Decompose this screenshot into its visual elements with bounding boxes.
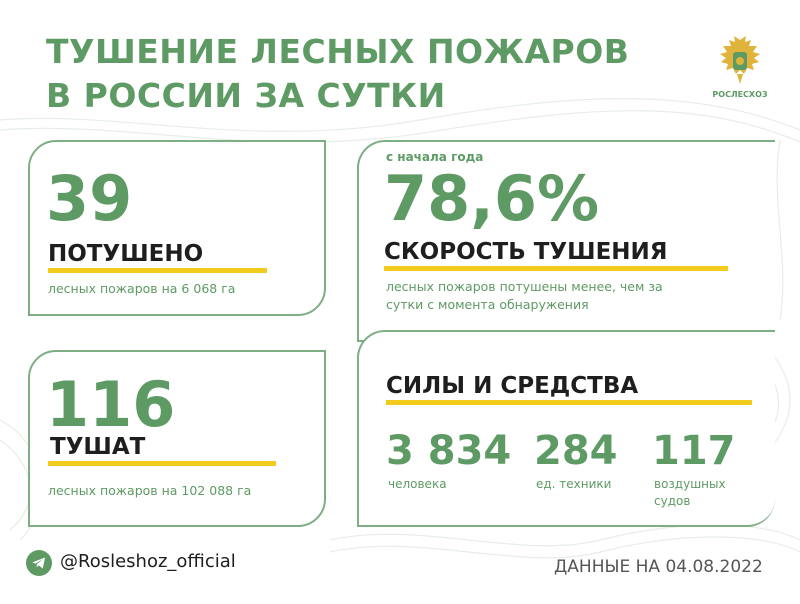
logo-caption: РОСЛЕСХОЗ (712, 90, 768, 99)
title-line-2: В РОССИИ ЗА СУТКИ (46, 76, 446, 115)
speed-note-line-1: лесных пожаров потушены менее, чем за (386, 279, 663, 294)
speed-label: СКОРОСТЬ ТУШЕНИЯ (384, 239, 668, 265)
telegram-icon[interactable] (26, 550, 52, 576)
burning-note: лесных пожаров на 102 088 га (48, 483, 252, 498)
speed-underline (384, 266, 728, 271)
people-count: 3 834 (386, 428, 512, 474)
equipment-label: ед. техники (536, 477, 612, 491)
burning-label: ТУШАТ (50, 434, 146, 460)
forces-underline (386, 400, 752, 405)
burning-card (28, 350, 326, 527)
extinguished-note: лесных пожаров на 6 068 га (48, 281, 236, 296)
aircraft-label-line-2: судов (654, 494, 691, 508)
forces-card (357, 330, 775, 527)
speed-note: лесных пожаров потушены менее, чем за су… (386, 278, 663, 314)
burning-underline (48, 461, 276, 466)
forces-label: СИЛЫ И СРЕДСТВА (386, 373, 639, 399)
burning-count: 116 (46, 368, 176, 441)
rosleshoz-logo: РОСЛЕСХОЗ (700, 34, 780, 104)
people-label: человека (388, 477, 447, 491)
aircraft-count: 117 (652, 428, 736, 474)
telegram-handle-link[interactable]: @Rosleshoz_official (60, 551, 236, 572)
page-title: ТУШЕНИЕ ЛЕСНЫХ ПОЖАРОВ В РОССИИ ЗА СУТКИ (46, 30, 629, 118)
aircraft-label: воздушных судов (654, 476, 726, 510)
extinguished-underline (48, 268, 267, 273)
speed-value: 78,6% (384, 162, 600, 235)
extinguished-card (28, 140, 326, 316)
data-date: ДАННЫЕ НА 04.08.2022 (554, 557, 763, 577)
extinguished-label: ПОТУШЕНО (48, 241, 204, 267)
speed-note-line-2: сутки с момента обнаружения (386, 297, 589, 312)
equipment-count: 284 (534, 428, 618, 474)
title-line-1: ТУШЕНИЕ ЛЕСНЫХ ПОЖАРОВ (46, 32, 630, 71)
aircraft-label-line-1: воздушных (654, 477, 726, 491)
eagle-emblem-icon (720, 36, 760, 84)
speed-caption: с начала года (386, 150, 484, 164)
extinguished-count: 39 (46, 162, 133, 235)
